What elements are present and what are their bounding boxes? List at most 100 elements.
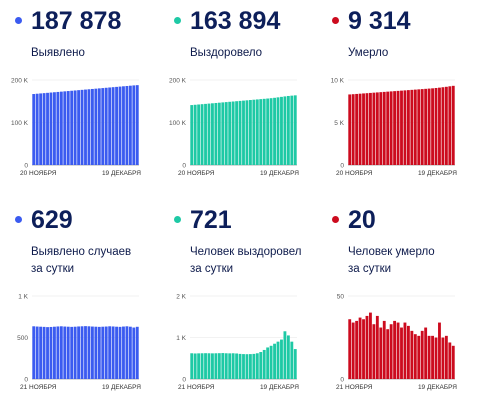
died-bar [444,86,448,165]
daily-detected-bar [101,326,105,379]
panel-daily-detected-label-line1: Выявлено случаев [31,246,132,258]
daily-detected-x-tick-label-end: 19 ДЕКАБРЯ [102,384,141,391]
daily-detected-bar [77,326,81,379]
daily-died-bar [441,337,445,379]
daily-recovered-bar [193,353,197,379]
died-bar [427,88,431,165]
daily-detected-bar [87,326,91,379]
daily-recovered-bar [273,343,276,379]
detected-y-tick-label: 0 [24,162,28,169]
daily-recovered-bar [221,353,225,379]
daily-recovered-y-tick-label: 1 K [176,335,186,342]
died-bar [362,93,365,165]
recovered-bar [245,100,249,165]
detected-bar [39,93,43,165]
recovered-bar [221,102,225,165]
recovered-bar [290,95,294,165]
panel-daily-died-label-line1: Человек умерло [348,246,435,258]
detected-bar [49,92,53,165]
daily-detected-bar [104,326,108,379]
detected-bar [128,85,132,165]
daily-died-bar [448,342,452,379]
daily-died-bar [403,322,407,379]
daily-recovered-bar [255,353,259,379]
daily-died-x-tick-label-end: 19 ДЕКАБРЯ [418,384,457,391]
daily-recovered-bar [276,341,280,379]
panel-died-label: Умерло [348,47,389,59]
detected-bar [77,90,81,165]
detected-bar [101,88,105,165]
daily-recovered-bar [262,349,266,379]
daily-died-bar [393,320,397,379]
died-bar [400,90,403,165]
daily-detected-bar [42,326,46,379]
daily-detected-bar [115,326,118,379]
daily-recovered-bar [217,353,221,379]
died-bar [441,87,445,165]
detected-y-tick-label: 200 K [11,77,29,84]
panel-recovered-value: 163 894 [190,7,281,35]
detected-bar [32,94,36,165]
panel-daily-died-dot [332,216,339,223]
daily-died-bar [396,322,400,379]
detected-bar [70,90,74,165]
recovered-bar [211,103,214,165]
daily-died-bar [417,335,421,379]
daily-died-bar [451,345,455,379]
died-y-tick-label: 0 [340,162,344,169]
recovered-bar [217,102,221,165]
detected-x-tick-label-end: 19 ДЕКАБРЯ [102,170,141,177]
panel-detected: 187 878 Выявлено 0 100 K 200 K 20 НОЯБРЯ 19 … [0,0,150,200]
recovered-bar [286,95,290,165]
daily-recovered-bar [259,352,263,379]
detected-bar [132,85,136,165]
recovered-x-tick-label-start: 20 НОЯБРЯ [178,170,215,177]
died-bar [438,87,441,165]
died-x-tick-label-end: 19 ДЕКАБРЯ [418,170,457,177]
daily-detected-bar [70,326,74,379]
panel-detected-value: 187 878 [31,7,122,35]
recovered-x-tick-label-end: 19 ДЕКАБРЯ [260,170,299,177]
daily-detected-bar [39,326,43,379]
died-bar [403,90,407,165]
panel-daily-died: 20 Человек умерло за сутки 0 50 21 НОЯБРЯ 1… [316,200,466,401]
daily-recovered-bar [290,341,294,379]
panel-daily-detected-dot [15,216,22,223]
recovered-bar [276,97,280,165]
detected-bar [104,87,108,165]
died-bar [434,87,438,165]
died-bar [351,94,355,165]
detected-bar [80,89,84,165]
daily-died-bar [400,327,403,379]
died-bar [417,89,421,165]
detected-bar [35,93,39,165]
daily-died-x-tick-label-start: 21 НОЯБРЯ [336,384,373,391]
panel-recovered-chart: 0 100 K 200 K 20 НОЯБРЯ 19 ДЕКАБРЯ [169,77,299,177]
panel-daily-recovered: 721 Человек выздоровел за сутки 0 1 K 2 K 2… [158,200,308,401]
died-bar [386,91,390,165]
died-bar [424,88,428,165]
recovered-bar [200,104,204,165]
recovered-bar [252,99,256,165]
daily-detected-bar [97,326,101,379]
daily-died-bar [365,315,369,379]
daily-died-bar [375,315,379,379]
died-bar [448,86,452,165]
daily-died-bar [372,324,376,379]
recovered-bar [228,101,232,165]
daily-died-bar [444,335,448,379]
daily-recovered-bar [283,331,287,379]
died-bar [420,89,424,165]
daily-died-bar [386,329,390,379]
recovered-bar [293,95,297,165]
detected-bar [84,89,87,165]
daily-died-bar [424,327,428,379]
daily-recovered-y-tick-label: 0 [182,376,186,383]
detected-bar [73,90,77,165]
daily-died-bar [410,330,414,379]
panel-detected-dot [15,17,22,24]
daily-detected-bar [32,326,36,379]
panel-daily-recovered-label-line1: Человек выздоровел [190,246,302,258]
daily-detected-bar [118,326,122,379]
recovered-bar [262,98,266,165]
